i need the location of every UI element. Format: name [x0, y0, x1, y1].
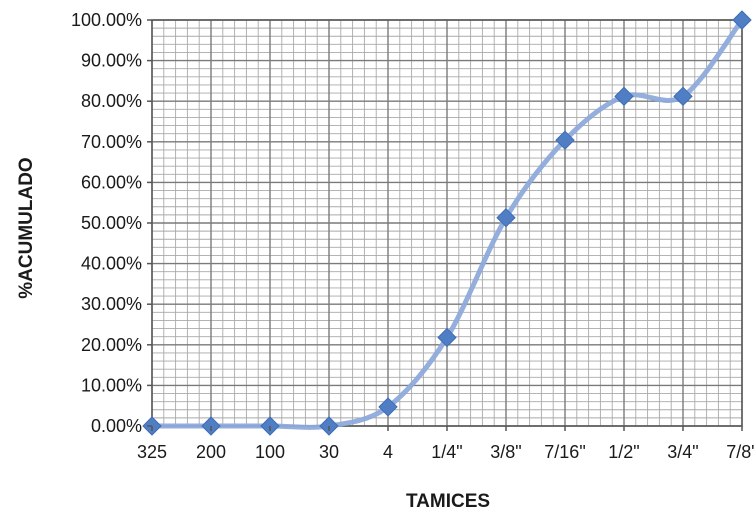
x-tick-label: 3/8": [490, 442, 521, 462]
x-axis-title: TAMICES: [406, 491, 490, 512]
x-tick-label: 1/4": [431, 442, 462, 462]
x-tick-label: 1/2": [608, 442, 639, 462]
data-point-marker: [437, 327, 457, 348]
y-tick-label: 10.00%: [81, 375, 142, 395]
major-grid: [151, 19, 743, 427]
y-tick-labels: 0.00% 10.00% 20.00% 30.00% 40.00% 50.00% 60.00…: [71, 10, 152, 436]
y-tick-label: 70.00%: [81, 132, 142, 152]
y-tick-label: 20.00%: [81, 335, 142, 355]
data-point-marker: [673, 86, 693, 107]
x-tick-label: 3/4": [667, 442, 698, 462]
x-tick-label: 200: [196, 442, 226, 462]
data-point-marker: [496, 208, 516, 228]
x-tick-labels: 325 200 100 30 4 1/4" 3/8" 7/16" 1/2" 3/4" 7/8": [137, 426, 754, 462]
x-tick-label: 7/8": [726, 442, 754, 462]
x-tick-label: 4: [383, 442, 393, 462]
y-tick-label: 0.00%: [91, 416, 142, 436]
y-tick-label: 50.00%: [81, 213, 142, 233]
data-point-marker: [378, 397, 398, 417]
y-tick-label: 60.00%: [81, 172, 142, 192]
y-tick-label: 90.00%: [81, 51, 142, 71]
y-axis-title: %ACUMULADO: [16, 157, 37, 298]
y-tick-label: 30.00%: [81, 294, 142, 314]
x-tick-label: 30: [319, 442, 339, 462]
x-tick-label: 7/16": [544, 442, 585, 462]
data-point-marker: [614, 86, 634, 107]
data-point-marker: [732, 10, 752, 30]
y-tick-label: 100.00%: [71, 10, 142, 30]
data-point-marker: [555, 130, 575, 150]
y-tick-label: 80.00%: [81, 91, 142, 111]
x-tick-label: 325: [137, 442, 167, 462]
x-tick-label: 100: [255, 442, 285, 462]
y-tick-label: 40.00%: [81, 254, 142, 274]
